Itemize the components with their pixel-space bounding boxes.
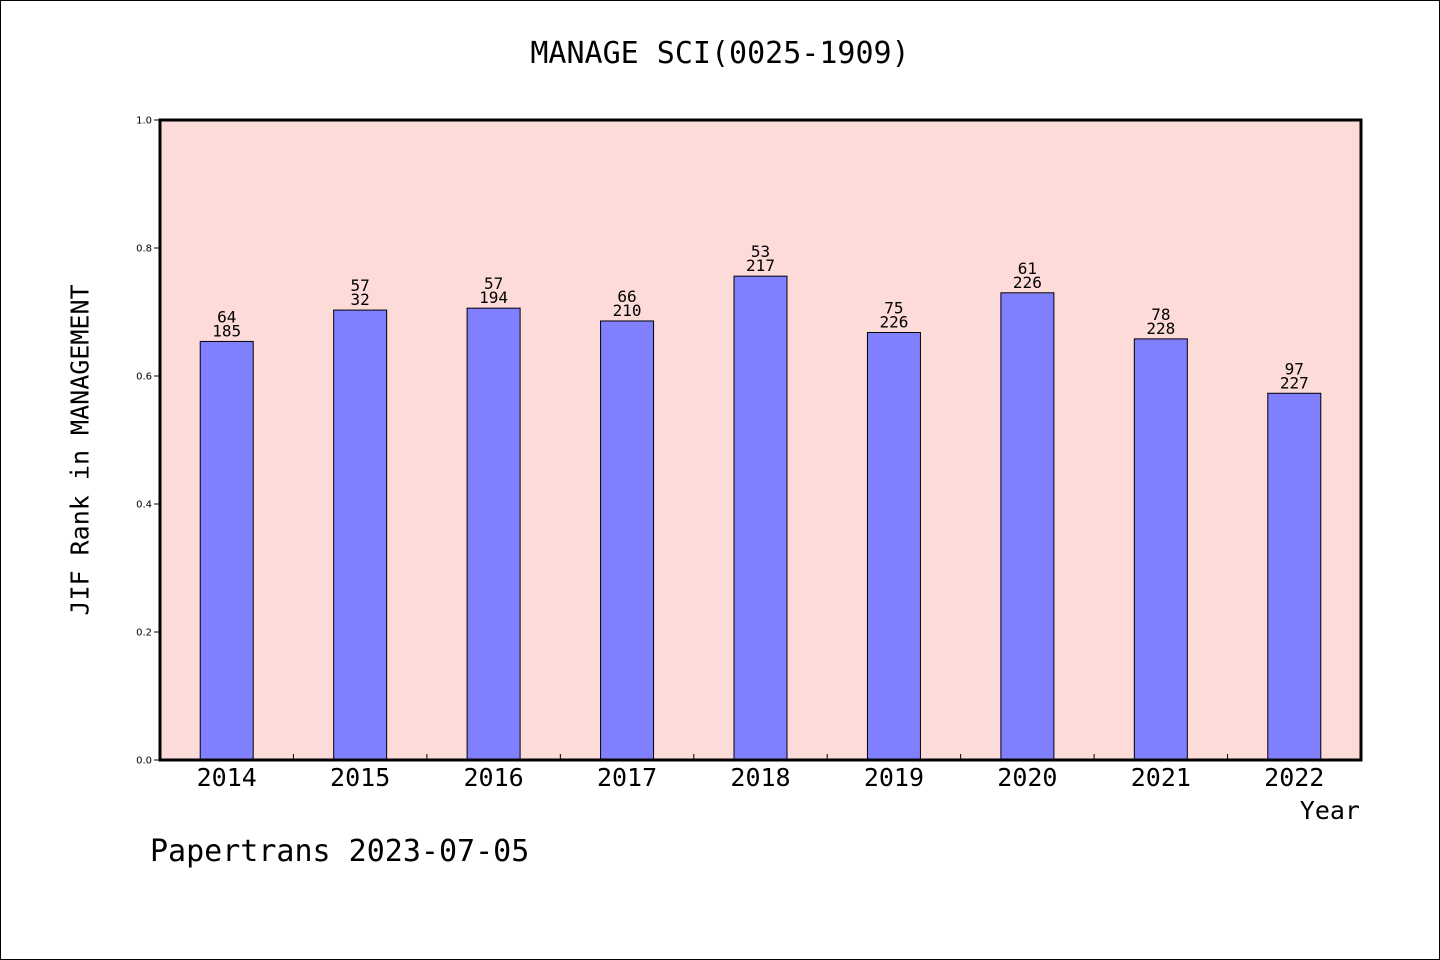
- bar-label-total: 32: [351, 290, 370, 309]
- x-tick-label: 2018: [730, 763, 790, 792]
- bar-label-rank: 97: [1285, 359, 1304, 378]
- bar-label-rank: 64: [217, 307, 236, 326]
- bar-label-rank: 53: [751, 242, 770, 261]
- bar-label-total: 226: [879, 312, 908, 331]
- bar: [1267, 392, 1322, 761]
- x-tick-label: 2017: [597, 763, 657, 792]
- y-tick-label: 1.0: [136, 116, 152, 127]
- bar: [1133, 338, 1188, 761]
- bar: [866, 331, 921, 761]
- bar-label-total: 185: [212, 321, 241, 340]
- bar-label-total: 194: [479, 288, 508, 307]
- x-tick-label: 2016: [464, 763, 524, 792]
- bar: [199, 340, 254, 761]
- y-tick-label: 0.0: [136, 756, 152, 767]
- bar: [1000, 292, 1055, 761]
- x-tick-label: 2015: [330, 763, 390, 792]
- bar: [466, 307, 521, 761]
- x-tick-label: 2022: [1264, 763, 1324, 792]
- y-tick-label: 0.6: [136, 372, 152, 383]
- y-tick-label: 0.4: [136, 500, 152, 511]
- x-tick-label: 2019: [864, 763, 924, 792]
- x-tick-label: 2020: [997, 763, 1057, 792]
- chart-title: MANAGE SCI(0025-1909): [530, 36, 910, 71]
- bar-label-total: 227: [1280, 373, 1309, 392]
- bar: [733, 275, 788, 761]
- footer-note: Papertrans 2023-07-05: [150, 834, 530, 869]
- bar-label-total: 217: [746, 256, 775, 275]
- bar-label-total: 226: [1013, 273, 1042, 292]
- x-tick-label: 2014: [197, 763, 257, 792]
- y-tick-label: 0.2: [136, 628, 152, 639]
- y-tick-label: 0.8: [136, 244, 152, 255]
- bar-label-rank: 61: [1018, 259, 1037, 278]
- bar-label-rank: 78: [1151, 305, 1170, 324]
- bar-label-total: 228: [1146, 319, 1175, 338]
- bar: [333, 309, 388, 761]
- x-axis-label: Year: [1299, 796, 1360, 825]
- bar-label-rank: 57: [351, 276, 370, 295]
- bar-label-rank: 57: [484, 274, 503, 293]
- bar-label-total: 210: [613, 301, 642, 320]
- bar-label-rank: 66: [617, 287, 636, 306]
- x-tick-label: 2021: [1131, 763, 1191, 792]
- bar: [600, 320, 655, 761]
- plot-border: [158, 118, 1363, 762]
- bar-label-rank: 75: [884, 298, 903, 317]
